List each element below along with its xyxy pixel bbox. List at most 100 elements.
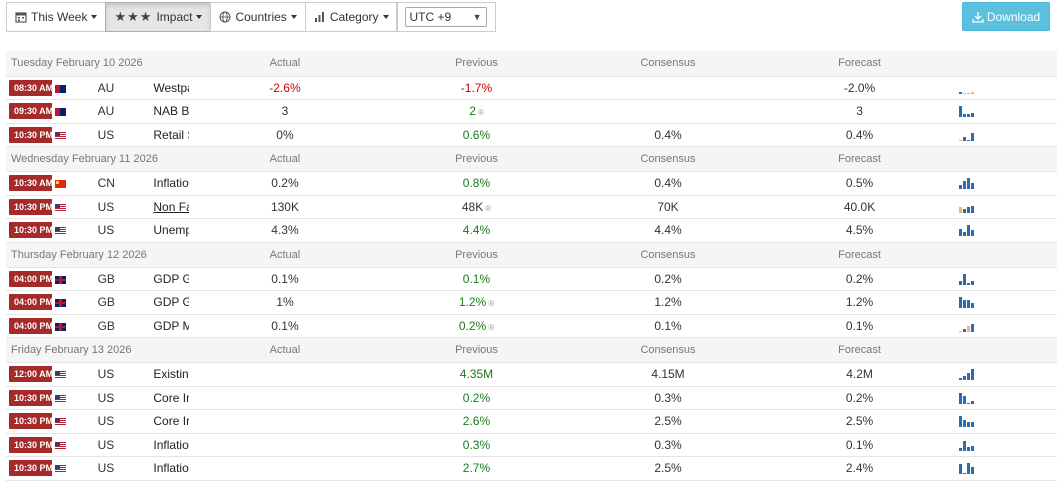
consensus-value: [572, 99, 764, 124]
column-header-consensus: Consensus: [572, 51, 764, 77]
sparkline-bar: [959, 185, 963, 190]
previous-cell: 2.7%: [380, 456, 573, 481]
event-cell: GDP MoMDEC: [143, 314, 190, 338]
sparkline-chart[interactable]: [959, 462, 1057, 475]
event-name[interactable]: Existing Home Sales: [153, 367, 189, 382]
sparkline-cell[interactable]: [955, 218, 1057, 243]
event-name[interactable]: GDP MoM: [153, 318, 189, 333]
revised-icon[interactable]: ®: [488, 299, 495, 309]
event-name[interactable]: GDP Growth Rate QoQ Prel: [153, 271, 189, 286]
event-row[interactable]: 10:30 AM CNInflation Rate YoYJAN0.2% 0.8% 0…: [6, 171, 1057, 196]
day-header-row: Wednesday February 11 2026 Actual Previous…: [6, 146, 1057, 172]
sparkline-cell[interactable]: [955, 386, 1057, 410]
event-name[interactable]: Inflation Rate MoM: [153, 437, 189, 452]
event-name[interactable]: GDP Growth Rate YoY Prel: [153, 295, 189, 310]
sparkline-chart[interactable]: [959, 129, 1057, 141]
revised-icon[interactable]: ®: [488, 322, 495, 332]
sparkline-bar: [963, 395, 967, 404]
sparkline-chart[interactable]: [959, 296, 1057, 309]
sparkline-chart[interactable]: [959, 224, 1057, 237]
day-date: Friday February 13 2026: [6, 337, 190, 363]
sparkline-bar: [967, 325, 971, 332]
event-name[interactable]: Westpac Consumer Confidence Change: [153, 80, 189, 95]
day-header-row: Friday February 13 2026 Actual Previous Con…: [6, 337, 1057, 363]
event-name[interactable]: Core Inflation Rate MoM: [153, 390, 189, 405]
sparkline-cell[interactable]: [955, 195, 1057, 219]
category-dropdown[interactable]: Category: [304, 2, 398, 32]
event-row[interactable]: 10:30 PM USInflation Rate YoYJAN 2.7% 2.5%2…: [6, 456, 1057, 481]
event-row[interactable]: 08:30 AMAUWestpac Consumer Confidence Ch…: [6, 76, 1057, 100]
sparkline-bar: [967, 463, 971, 475]
sparkline-cell[interactable]: [955, 362, 1057, 387]
actual-value: 4.3%: [189, 218, 381, 243]
sparkline-cell[interactable]: [955, 409, 1057, 434]
time-badge: 10:30 PM: [9, 460, 52, 477]
event-name[interactable]: Core Inflation Rate YoY: [153, 414, 189, 429]
sparkline-chart[interactable]: [959, 105, 1057, 118]
event-row[interactable]: 10:30 PMUSInflation Rate MoMJAN0.3%0.3%0…: [6, 433, 1057, 457]
event-name[interactable]: Retail Sales MoM: [153, 127, 189, 142]
forecast-value: 0.2%: [763, 386, 956, 410]
sparkline-bar: [963, 92, 967, 94]
sparkline-cell[interactable]: [955, 456, 1057, 481]
sparkline-chart[interactable]: [959, 201, 1057, 213]
flag-cell: [51, 99, 98, 124]
sparkline-chart[interactable]: [959, 320, 1057, 332]
event-name[interactable]: Non Farm Payrolls: [153, 199, 189, 214]
consensus-value: 0.1%: [572, 314, 764, 338]
sparkline-chart[interactable]: [959, 177, 1057, 190]
download-button[interactable]: Download: [962, 2, 1050, 31]
event-row[interactable]: 12:00 AM USExisting Home SalesJAN 4.35M 4.1…: [6, 362, 1057, 387]
sparkline-cell[interactable]: [955, 267, 1057, 291]
actual-value: [189, 433, 381, 457]
sparkline-chart[interactable]: [959, 415, 1057, 428]
impact-label: Impact: [156, 10, 193, 24]
sparkline-bar: [971, 280, 975, 285]
sparkline-chart[interactable]: [959, 392, 1057, 404]
sparkline-bar: [959, 91, 963, 94]
revised-icon[interactable]: ®: [485, 203, 492, 213]
event-name[interactable]: NAB Business Confidence: [153, 104, 190, 119]
impact-dropdown[interactable]: ★★★ Impact: [105, 2, 212, 32]
sparkline-bar: [971, 113, 975, 118]
event-name[interactable]: Unemployment Rate: [153, 223, 189, 238]
sparkline-bar: [959, 297, 963, 309]
column-header-previous: Previous: [380, 337, 573, 363]
event-name[interactable]: Inflation Rate YoY: [153, 461, 189, 476]
country-code: US: [97, 218, 144, 243]
sparkline-cell[interactable]: [955, 433, 1057, 457]
event-name[interactable]: Inflation Rate YoY: [153, 176, 189, 191]
sparkline-cell[interactable]: [955, 76, 1057, 100]
sparkline-bar: [967, 373, 971, 381]
sparkline-bar: [959, 392, 963, 404]
sparkline-chart[interactable]: [959, 82, 1057, 94]
sparkline-chart[interactable]: [959, 439, 1057, 451]
sparkline-cell[interactable]: [955, 99, 1057, 124]
sparkline-chart[interactable]: [959, 368, 1057, 381]
sparkline-cell[interactable]: [955, 290, 1057, 315]
actual-value: 1%: [189, 290, 381, 315]
sparkline-bar: [959, 447, 963, 451]
sparkline-cell[interactable]: [955, 171, 1057, 196]
sparkline-cell[interactable]: [955, 123, 1057, 147]
sparkline-bar: [963, 181, 967, 190]
country-code: US: [97, 123, 144, 147]
event-time-cell: 09:30 AM: [6, 99, 52, 124]
sparkline-cell[interactable]: [955, 314, 1057, 338]
countries-dropdown[interactable]: Countries: [210, 2, 306, 32]
this-week-dropdown[interactable]: This Week: [6, 2, 107, 32]
event-row[interactable]: 10:30 PMUSUnemployment RateJAN4.3%4.4%4.…: [6, 218, 1057, 243]
timezone-select[interactable]: UTC +9 ▼: [404, 7, 487, 27]
event-cell: Retail Sales MoMDEC: [143, 123, 190, 147]
sparkline-chart[interactable]: [959, 273, 1057, 285]
revised-icon[interactable]: ®: [477, 108, 484, 118]
sparkline-bar: [971, 369, 975, 381]
